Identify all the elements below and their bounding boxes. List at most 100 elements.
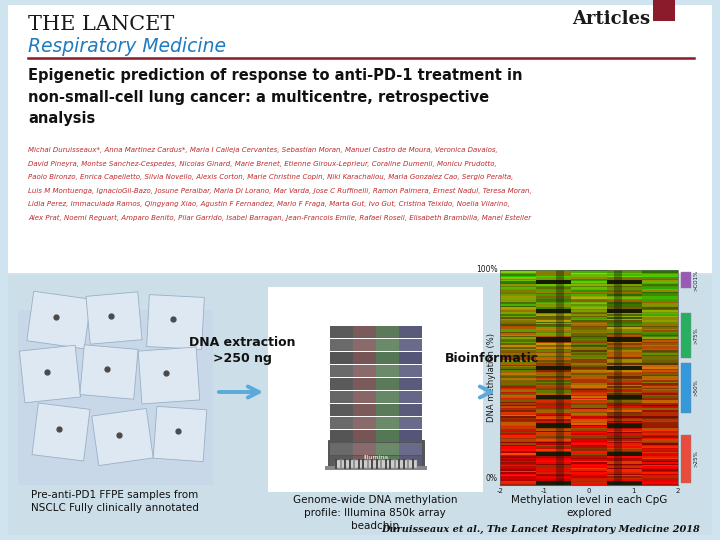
Bar: [500, 374, 536, 376]
Bar: [500, 462, 536, 463]
Bar: [8, 275, 712, 535]
Bar: [500, 315, 536, 318]
Bar: [500, 477, 536, 480]
Bar: [642, 448, 678, 449]
Bar: [536, 468, 572, 469]
Bar: [536, 418, 572, 421]
Bar: [642, 360, 678, 362]
Bar: [353, 391, 376, 403]
Bar: [571, 361, 607, 363]
Bar: [642, 397, 678, 399]
Bar: [536, 440, 572, 442]
Bar: [18, 310, 213, 485]
Bar: [642, 367, 678, 369]
Bar: [571, 280, 607, 281]
Bar: [500, 422, 536, 423]
Text: 100%: 100%: [477, 266, 498, 274]
Bar: [536, 293, 572, 294]
Bar: [536, 360, 572, 362]
Bar: [571, 430, 607, 432]
Bar: [607, 360, 643, 362]
Bar: [32, 403, 90, 461]
Bar: [607, 288, 643, 290]
Bar: [571, 299, 607, 300]
Bar: [607, 410, 643, 412]
Bar: [607, 271, 643, 273]
Bar: [571, 300, 607, 301]
Bar: [536, 431, 572, 434]
Bar: [607, 464, 643, 467]
Bar: [500, 392, 536, 393]
Bar: [642, 332, 678, 333]
Bar: [642, 457, 678, 459]
Bar: [607, 344, 643, 346]
Bar: [642, 319, 678, 320]
Bar: [607, 352, 643, 353]
Bar: [536, 308, 572, 310]
Bar: [500, 270, 678, 485]
Bar: [607, 430, 643, 432]
Bar: [571, 340, 607, 342]
Bar: [642, 456, 678, 458]
Bar: [80, 345, 138, 399]
Bar: [571, 437, 607, 439]
Bar: [536, 390, 572, 392]
Bar: [500, 328, 536, 330]
Bar: [642, 372, 678, 373]
Bar: [500, 453, 536, 455]
Bar: [500, 367, 536, 369]
Bar: [536, 319, 572, 320]
Bar: [607, 299, 643, 300]
Bar: [500, 396, 536, 397]
Bar: [607, 462, 643, 463]
Bar: [500, 476, 536, 478]
Bar: [607, 363, 643, 364]
Bar: [376, 456, 399, 468]
Bar: [642, 460, 678, 462]
Bar: [536, 321, 572, 323]
Bar: [642, 281, 678, 283]
Bar: [536, 347, 572, 349]
Bar: [8, 5, 712, 273]
Bar: [536, 450, 572, 452]
Bar: [607, 413, 643, 415]
Bar: [536, 453, 572, 455]
Bar: [571, 321, 607, 323]
Bar: [399, 378, 422, 390]
Bar: [376, 326, 399, 338]
Bar: [500, 413, 536, 415]
Bar: [642, 337, 678, 339]
Bar: [607, 426, 643, 428]
Bar: [571, 295, 607, 297]
Bar: [500, 366, 536, 367]
Bar: [571, 310, 607, 312]
Bar: [571, 288, 607, 290]
Bar: [571, 429, 607, 430]
Bar: [642, 314, 678, 316]
Bar: [536, 313, 572, 314]
Bar: [500, 339, 536, 340]
Bar: [642, 423, 678, 425]
Bar: [500, 321, 536, 323]
Bar: [642, 291, 678, 293]
Bar: [571, 410, 607, 412]
Bar: [642, 383, 678, 384]
Bar: [536, 369, 572, 370]
Bar: [642, 429, 678, 430]
Bar: [642, 396, 678, 397]
Bar: [536, 330, 572, 332]
Bar: [607, 396, 643, 397]
Bar: [571, 448, 607, 449]
Bar: [353, 339, 376, 351]
Text: Pre-anti-PD1 FFPE samples from
NSCLC Fully clinically annotated: Pre-anti-PD1 FFPE samples from NSCLC Ful…: [31, 490, 199, 513]
Bar: [607, 306, 643, 307]
Bar: [642, 410, 678, 412]
Bar: [607, 277, 643, 279]
Bar: [500, 463, 536, 465]
Bar: [500, 384, 536, 386]
Bar: [571, 409, 607, 410]
Bar: [536, 315, 572, 318]
Bar: [536, 476, 572, 478]
Bar: [642, 379, 678, 380]
Bar: [330, 456, 353, 468]
